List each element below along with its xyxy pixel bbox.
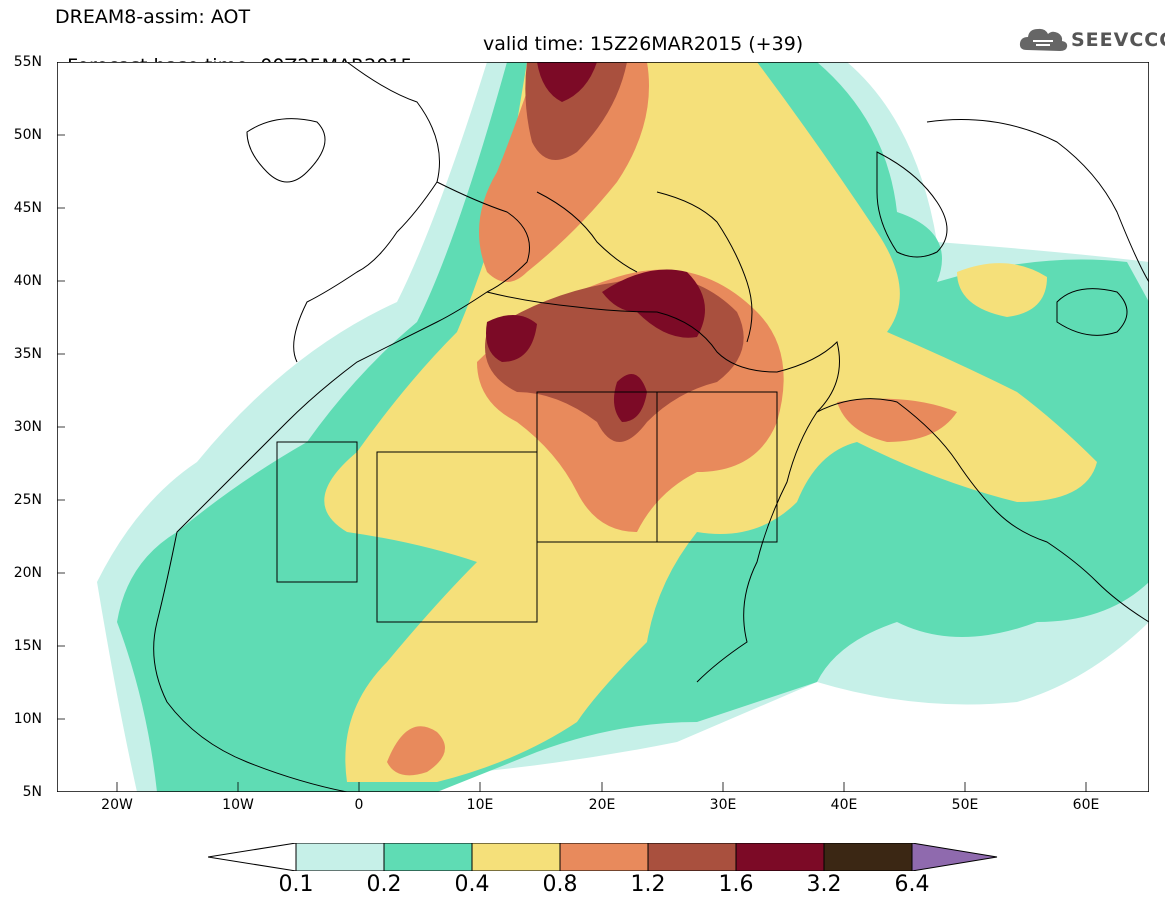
lon-label: 50E (951, 797, 979, 813)
logo-text: SEEVCCC (1071, 29, 1165, 51)
map-title: DREAM8-assim: AOT (55, 6, 251, 28)
colorbar-label: 6.4 (894, 872, 930, 897)
colorbar-segment (647, 843, 737, 871)
lat-label: 35N (13, 346, 42, 362)
lon-label: 30E (709, 797, 737, 813)
lon-label: 20W (101, 797, 133, 813)
colorbar-segment (559, 843, 649, 871)
lon-label: 40E (830, 797, 858, 813)
colorbar-label: 1.6 (718, 872, 754, 897)
lon-label: 20E (588, 797, 616, 813)
colorbar-label: 0.8 (542, 872, 578, 897)
lat-label: 55N (13, 54, 42, 70)
colorbar-low-arrow (208, 843, 297, 871)
colorbar-segment (735, 843, 825, 871)
graticule (57, 62, 1087, 792)
colorbar-high-arrow (911, 843, 998, 871)
colorbar-segment (383, 843, 473, 871)
colorbar-segment (471, 843, 561, 871)
colorbar-label: 3.2 (806, 872, 842, 897)
lat-label: 20N (13, 565, 42, 581)
colorbar-label: 0.2 (366, 872, 402, 897)
colorbar-segment (823, 843, 913, 871)
lon-label: 60E (1072, 797, 1100, 813)
colorbar-label: 1.2 (630, 872, 666, 897)
aot-band-1.6 (486, 62, 705, 422)
lon-label: 0 (354, 797, 364, 813)
cloud-icon (1019, 28, 1068, 51)
lat-label: 10N (13, 711, 42, 727)
lat-label: 25N (13, 492, 42, 508)
lat-label: 50N (13, 127, 42, 143)
lon-label: 10E (466, 797, 494, 813)
seevccc-logo: SEEVCCC (1017, 22, 1165, 58)
lat-label: 5N (22, 784, 42, 800)
colorbar-label: 0.4 (454, 872, 490, 897)
valid-time: valid time: 15Z26MAR2015 (+39) (483, 33, 804, 55)
colorbar-label: 0.1 (278, 872, 314, 897)
colorbar (208, 843, 998, 871)
coastlines (153, 62, 1149, 792)
lon-label: 10W (222, 797, 254, 813)
colorbar-segment (295, 843, 385, 871)
lat-label: 40N (13, 273, 42, 289)
lat-label: 45N (13, 200, 42, 216)
lat-label: 15N (13, 638, 42, 654)
aot-map (57, 62, 1149, 792)
lat-label: 30N (13, 419, 42, 435)
